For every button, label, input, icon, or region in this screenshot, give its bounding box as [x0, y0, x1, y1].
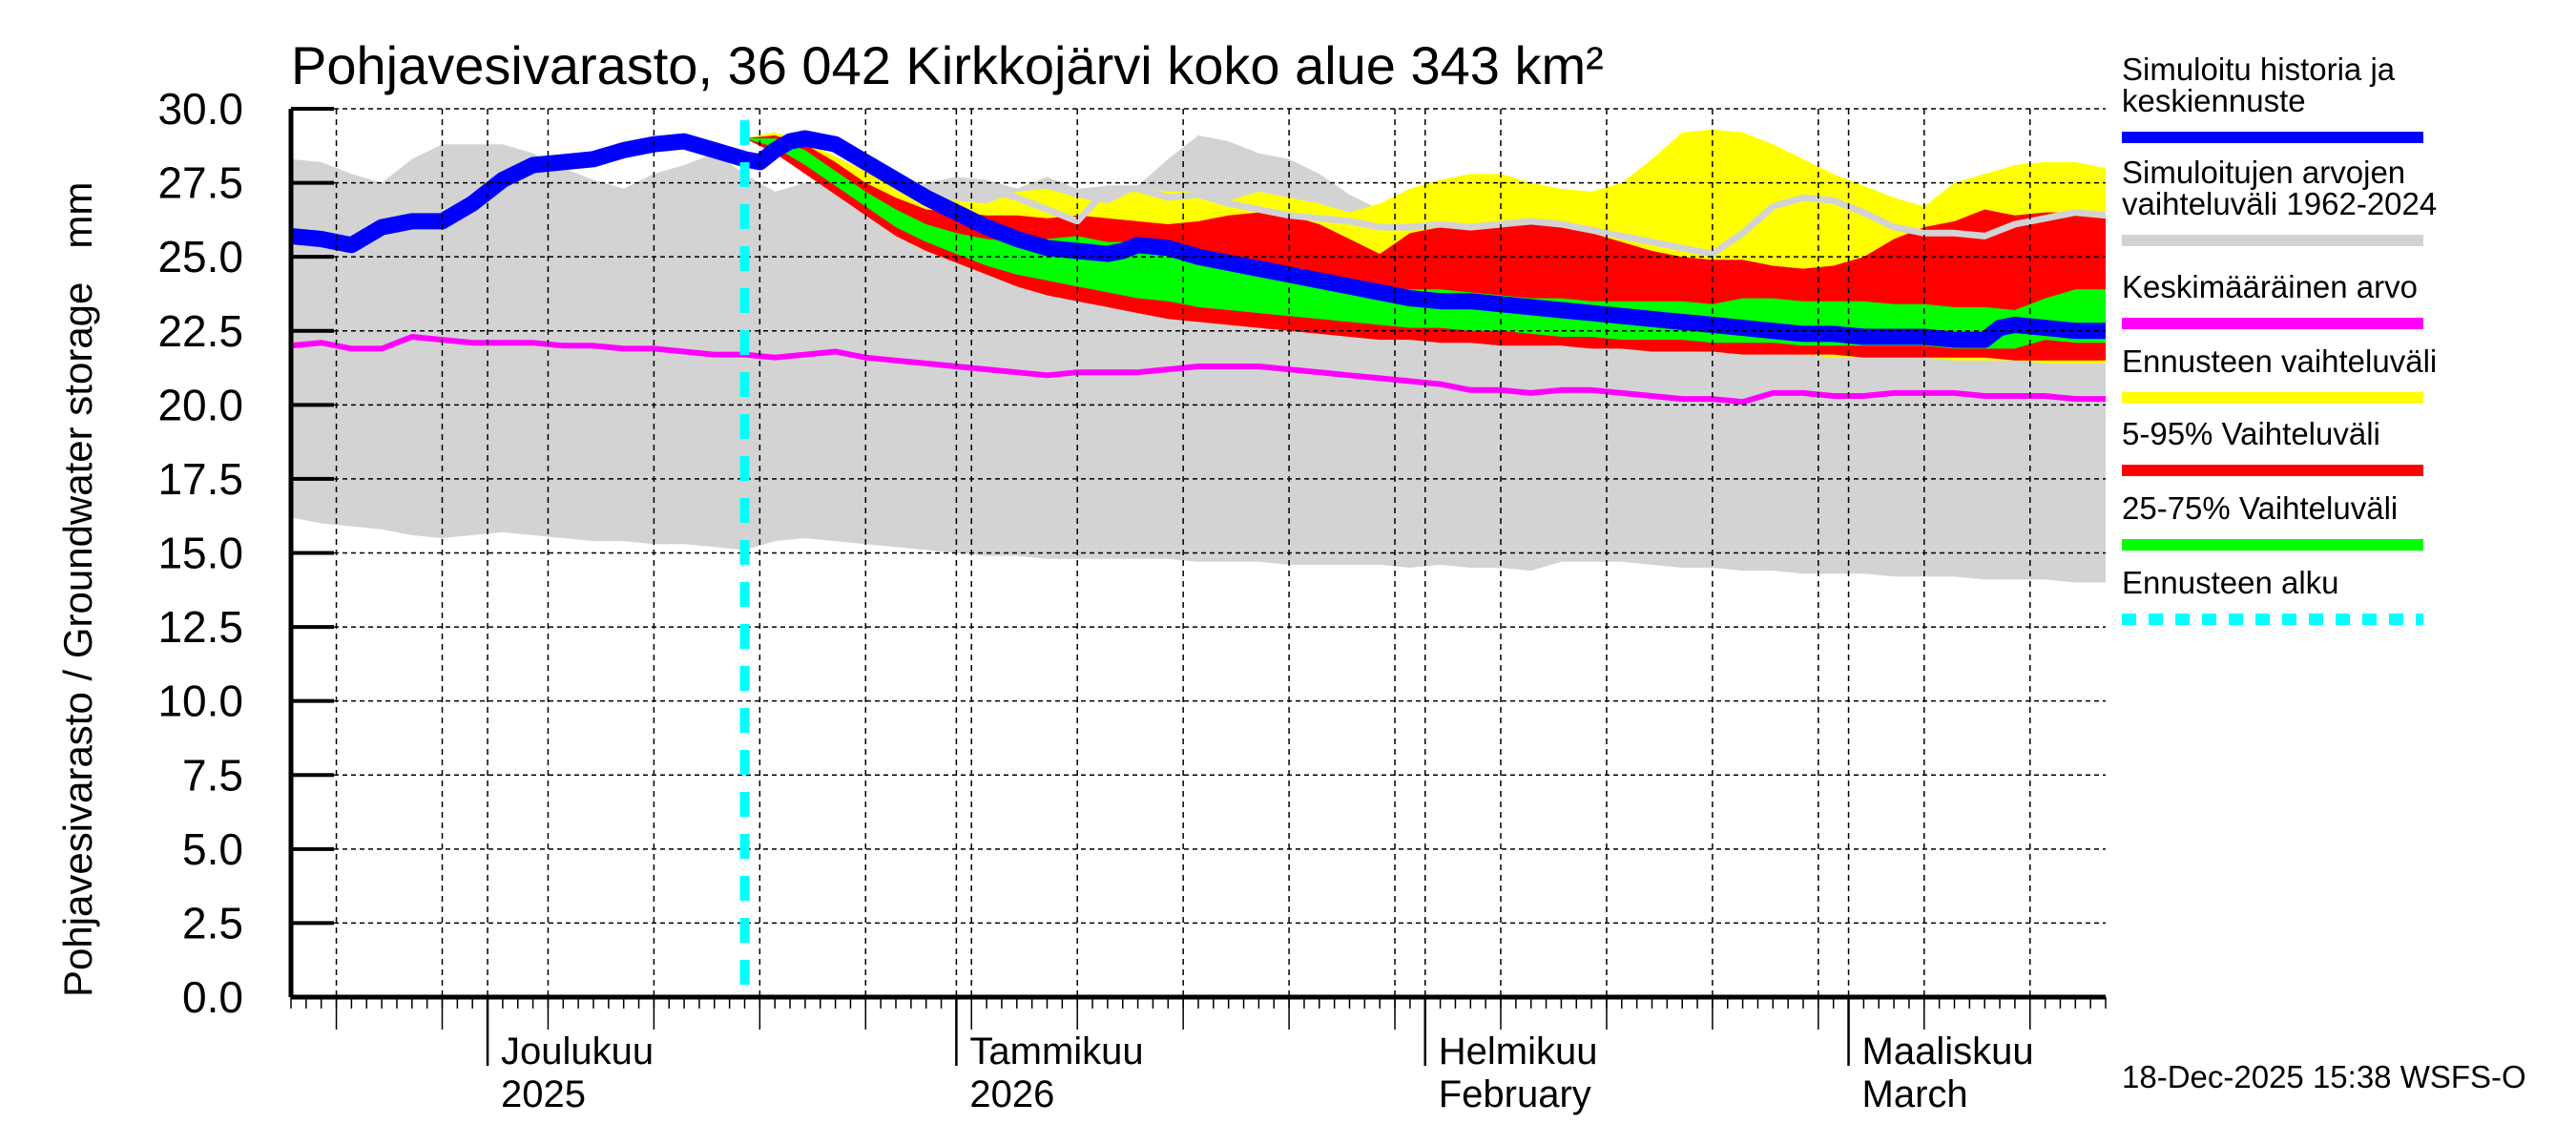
line-keskim-r-inen-arvo — [291, 334, 2106, 406]
y-tick-label: 10.0 — [157, 677, 243, 726]
y-tick-label: 27.5 — [157, 158, 243, 208]
legend-label: Keskimääräinen arvo — [2122, 269, 2418, 304]
legend-label: Simuloitujen arvojen — [2122, 155, 2405, 190]
legend-item-ennusteen-alku: Ennusteen alku — [2122, 565, 2423, 625]
y-tick-label: 12.5 — [157, 602, 243, 652]
y-tick-label: 17.5 — [157, 454, 243, 504]
y-tick-label: 7.5 — [182, 750, 243, 800]
legend-item-ennusteen-vaihteluv-li: Ennusteen vaihteluväli — [2122, 344, 2437, 404]
y-tick-label: 15.0 — [157, 529, 243, 578]
x-month-label: Helmikuu — [1439, 1030, 1598, 1072]
y-tick-label: 5.0 — [182, 824, 243, 874]
y-tick-label: 0.0 — [182, 972, 243, 1022]
x-month-sublabel: March — [1862, 1073, 1968, 1115]
legend-label: Simuloitu historia ja — [2122, 52, 2396, 87]
legend-label: 25-75% Vaihteluväli — [2122, 490, 2398, 526]
legend-item-keskim-r-inen-arvo: Keskimääräinen arvo — [2122, 269, 2423, 329]
legend-item-25-75-vaihteluv-li: 25-75% Vaihteluväli — [2122, 490, 2423, 551]
legend-item-5-95-vaihteluv-li: 5-95% Vaihteluväli — [2122, 416, 2423, 476]
y-axis: 0.0 2.5 5.0 7.5 10.0 12.5 15.0 17.5 20.0 22.5 25.0… — [157, 84, 334, 1022]
x-month-label: Maaliskuu — [1862, 1030, 2034, 1072]
x-month-sublabel: 2025 — [501, 1073, 586, 1115]
line-simuloitu-historia-ja-keskiennuste — [291, 130, 2106, 348]
legend: Simuloitu historia jakeskiennusteSimuloi… — [2122, 52, 2437, 625]
plot-area — [291, 129, 2106, 583]
line-historical-scenario-light-gray-line — [804, 135, 2106, 258]
y-tick-label: 25.0 — [157, 232, 243, 281]
x-month-label: Tammikuu — [969, 1030, 1143, 1072]
legend-label: Ennusteen alku — [2122, 565, 2339, 600]
y-tick-label: 2.5 — [182, 898, 243, 947]
x-month-sublabel: 2026 — [969, 1073, 1054, 1115]
legend-label: Ennusteen vaihteluväli — [2122, 344, 2437, 379]
x-month-label: Joulukuu — [501, 1030, 654, 1072]
y-tick-label: 30.0 — [157, 84, 243, 134]
legend-label-line2: keskiennuste — [2122, 83, 2306, 118]
legend-label: 5-95% Vaihteluväli — [2122, 416, 2380, 451]
chart-title: Pohjavesivarasto, 36 042 Kirkkojärvi kok… — [291, 35, 1604, 95]
y-tick-label: 22.5 — [157, 306, 243, 356]
y-tick-label: 20.0 — [157, 380, 243, 429]
timestamp: 18-Dec-2025 15:38 WSFS-O — [2122, 1059, 2526, 1094]
x-month-sublabel: February — [1439, 1073, 1591, 1115]
legend-label-line2: vaihteluväli 1962-2024 — [2122, 186, 2437, 221]
y-axis-label: Pohjavesivarasto / Groundwater storage m… — [55, 182, 100, 997]
